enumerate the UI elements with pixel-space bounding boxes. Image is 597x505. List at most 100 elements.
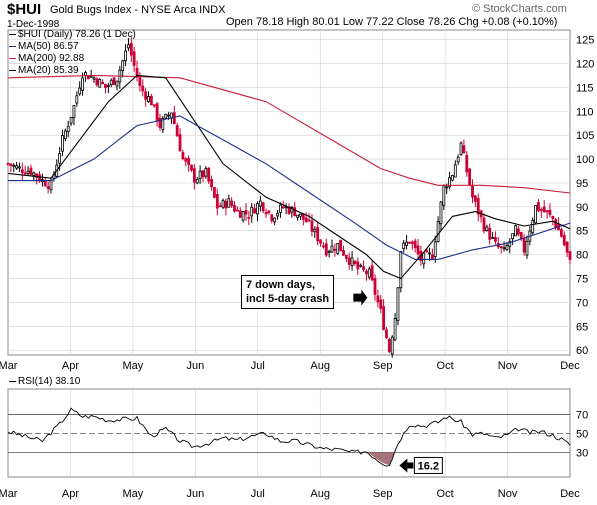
candle-body [565, 241, 569, 253]
candle-body [548, 209, 552, 215]
price-tick-label: 90 [576, 202, 588, 214]
rsi-panel: 16.2 [7, 388, 571, 478]
candle-body [416, 245, 420, 255]
price-tick-label: 75 [576, 274, 588, 286]
candle-body [178, 134, 182, 152]
candle-body [336, 243, 340, 254]
candle-body [241, 211, 245, 221]
candle-body [244, 210, 248, 215]
candle-body [324, 243, 328, 256]
candle-body [522, 237, 526, 253]
candle-body [367, 268, 371, 278]
candle-body [408, 241, 411, 244]
rsi-x-tick-label: Oct [437, 488, 454, 500]
candle-body [505, 245, 509, 250]
rsi-x-tick-label: May [122, 488, 143, 500]
legend-price: $HUI (Daily) 78.26 (1 Dec) [9, 29, 136, 41]
price-tick-label: 65 [576, 321, 588, 333]
candle-body [542, 206, 546, 213]
candle-body [158, 117, 162, 129]
candle-body [284, 206, 288, 209]
price-legend: $HUI (Daily) 78.26 (1 Dec) MA(50) 86.57 … [9, 29, 136, 77]
candle-body [141, 85, 145, 92]
candle-body [46, 186, 50, 189]
candle-body [270, 214, 274, 222]
price-tick-label: 60 [576, 345, 588, 357]
candle-body [104, 83, 107, 88]
candle-body [376, 295, 380, 303]
candle-body [430, 254, 434, 260]
candle-body [307, 219, 311, 222]
candle-body [359, 264, 363, 267]
candle-body [471, 185, 474, 198]
candle-body [32, 172, 36, 176]
candle-body [155, 103, 159, 122]
legend-ma50: MA(50) 86.57 [9, 41, 136, 53]
candle-body [127, 44, 130, 49]
rsi-x-tick-label: Nov [498, 488, 518, 500]
candle-body [462, 145, 466, 154]
ma50-line [8, 115, 571, 260]
candle-body [58, 153, 62, 164]
candle-body [149, 95, 153, 106]
candle-body [9, 163, 13, 167]
candle-body [35, 173, 39, 178]
price-x-tick-label: Oct [437, 360, 454, 372]
price-candles [6, 37, 572, 358]
candle-body [559, 229, 563, 237]
candle-body [132, 51, 136, 66]
price-tick-label: 115 [576, 82, 594, 94]
candle-body [456, 156, 460, 163]
candle-body [75, 95, 79, 104]
candle-body [43, 180, 47, 187]
candle-body [448, 177, 451, 188]
candle-body [78, 87, 82, 95]
candle-body [534, 205, 537, 224]
price-x-tick-label: Mar [0, 360, 18, 372]
candle-body [465, 155, 469, 173]
candle-body [333, 248, 337, 251]
rsi-x-tick-label: Jun [186, 488, 204, 500]
candle-body [15, 165, 19, 169]
candle-body [121, 60, 125, 71]
candle-body [224, 200, 228, 209]
rsi-tick-label: 50 [576, 428, 588, 440]
candle-body [175, 125, 179, 137]
candle-body [72, 105, 76, 119]
candle-body [485, 226, 489, 231]
rsi-tick-label: 70 [576, 410, 588, 422]
candle-body [322, 245, 325, 248]
candle-body [135, 67, 139, 78]
price-x-tick-label: Dec [560, 360, 580, 372]
candle-body [61, 135, 64, 152]
candle-body [38, 174, 41, 182]
rsi-x-tick-label: Mar [0, 488, 18, 500]
price-tick-label: 100 [576, 154, 594, 166]
candle-body [167, 114, 170, 117]
index-name: Gold Bugs Index - NYSE Arca INDX [50, 4, 226, 16]
candle-body [129, 43, 133, 56]
price-tick-label: 120 [576, 58, 594, 70]
rsi-x-tick-label: Apr [62, 488, 79, 500]
ma20-line [7, 74, 571, 280]
candle-body [379, 299, 383, 309]
candle-body [181, 152, 185, 160]
candle-body [439, 201, 443, 225]
candle-body [172, 112, 176, 125]
candle-body [213, 187, 216, 198]
candle-body [344, 254, 348, 259]
candle-body [482, 217, 486, 232]
moving-average-lines [7, 74, 571, 306]
candle-body [106, 85, 110, 87]
candle-body [545, 210, 549, 213]
price-x-tick-label: Jul [251, 360, 265, 372]
candle-body [66, 125, 70, 133]
quote-summary: Open 78.18 High 80.01 Low 77.22 Close 78… [226, 16, 558, 28]
candle-body [81, 77, 84, 91]
candle-body [319, 239, 322, 244]
candle-body [514, 225, 517, 237]
candle-body [316, 226, 320, 242]
candle-body [339, 239, 343, 252]
candle-body [310, 220, 314, 232]
candle-body [353, 260, 357, 265]
